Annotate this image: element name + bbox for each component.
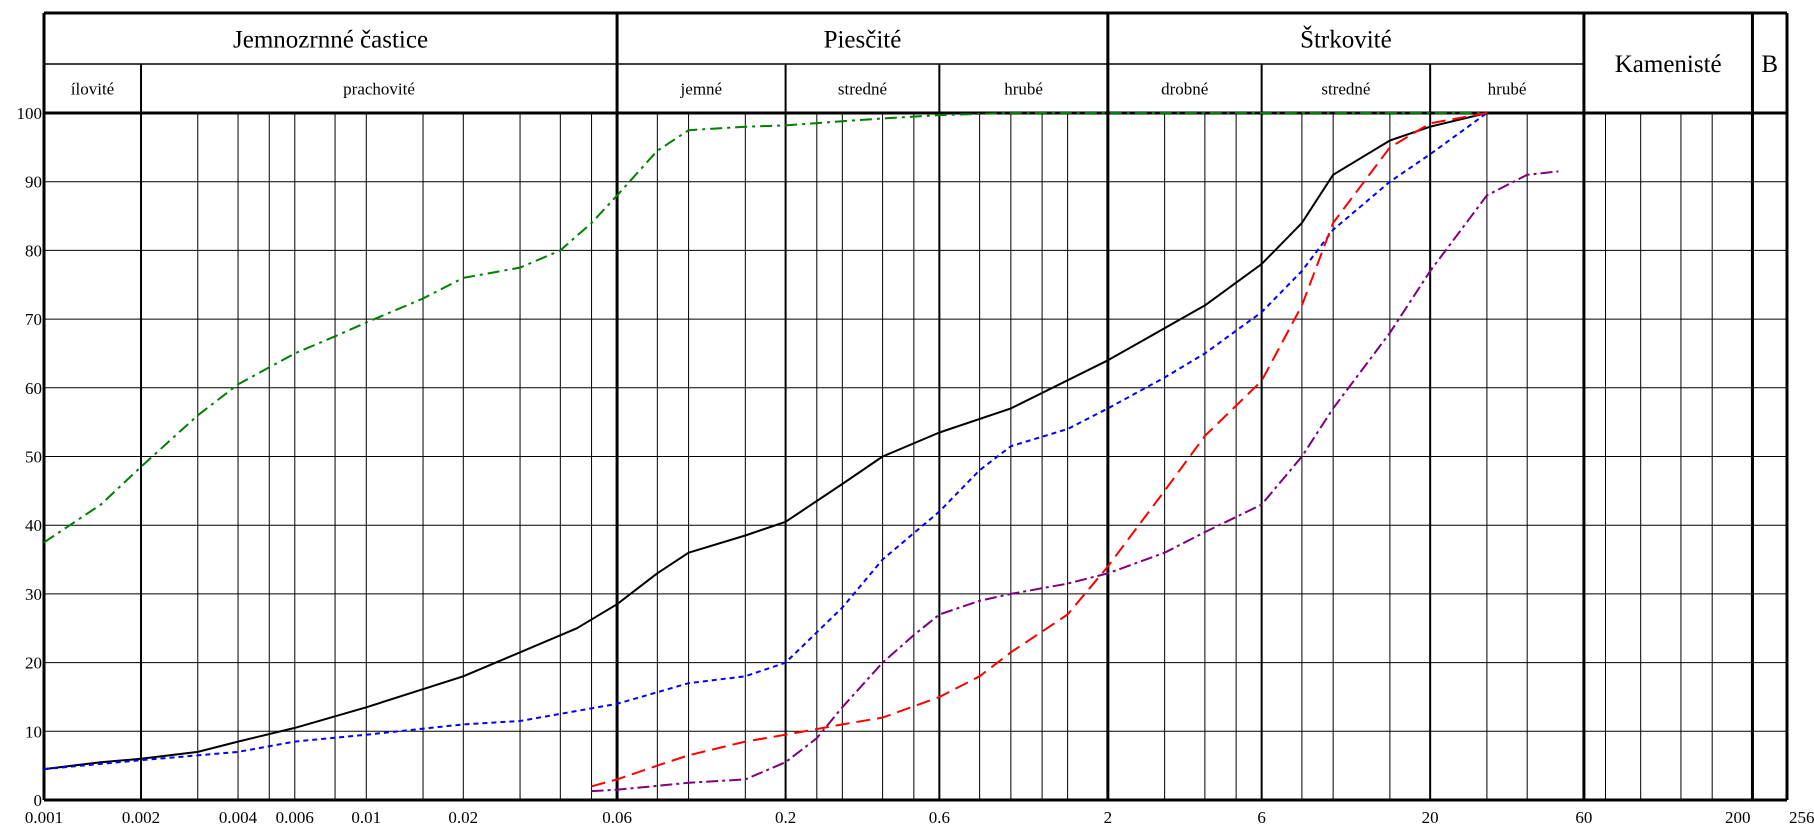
series-line-3 [43,112,1488,771]
header-subgroup-label: jemné [680,80,723,99]
header-subgroup-label: stredné [1321,80,1370,99]
series-line-2 [43,112,1488,771]
y-tick-label: 50 [25,448,42,467]
y-tick-label: 20 [25,654,42,673]
y-tick-label: 100 [17,104,43,123]
header-group-label: B [1761,51,1778,78]
x-tick-label: 0.001 [25,808,63,827]
header-subgroup-label: hrubé [1004,80,1043,99]
y-tick-label: 10 [25,722,42,741]
x-tick-label: 0.01 [351,808,381,827]
axes: 0 10 20 30 40 50 60 70 80 90 100 0.001 0.002 0.004 0.0… [17,104,1814,827]
fraction-header: Jemnozrnné častice Piesčité Štrkovité Kamen… [42,11,1789,800]
header-group-label: Jemnozrnné častice [233,27,428,54]
y-tick-label: 0 [34,791,43,810]
x-tick-label: 0.004 [219,808,258,827]
y-tick-label: 70 [25,310,42,329]
x-tick-label: 6 [1257,808,1266,827]
x-tick-label: 60 [1575,808,1592,827]
x-tick-label: 256 [1789,808,1814,827]
series-line-4 [591,112,1488,788]
x-tick-label: 0.002 [122,808,160,827]
x-tick-label: 2 [1104,808,1113,827]
x-tick-label: 0.02 [448,808,478,827]
y-tick-label: 80 [25,241,42,260]
x-tick-label: 0.06 [602,808,632,827]
y-tick-label: 60 [25,379,42,398]
x-tick-label: 0.6 [929,808,950,827]
header-subgroup-label: stredné [838,80,887,99]
x-tick-label: 20 [1422,808,1439,827]
header-subgroup-label: prachovité [343,80,415,99]
y-tick-label: 40 [25,516,42,535]
series-lines [43,112,1559,793]
y-tick-label: 90 [25,173,42,192]
header-subgroup-label: drobné [1161,80,1208,99]
x-tick-label: 0.006 [276,808,314,827]
x-tick-label: 0.2 [775,808,796,827]
grid [43,64,1788,802]
header-subgroup-label: hrubé [1488,80,1527,99]
header-group-label: Štrkovité [1300,25,1392,54]
header-group-label: Piesčité [824,27,902,54]
header-subgroup-label: ílovité [71,80,114,99]
series-line-5 [591,170,1559,793]
y-tick-label: 30 [25,585,42,604]
series-line-1 [43,112,1487,544]
header-group-label: Kamenisté [1615,51,1722,78]
x-tick-label: 200 [1725,808,1751,827]
